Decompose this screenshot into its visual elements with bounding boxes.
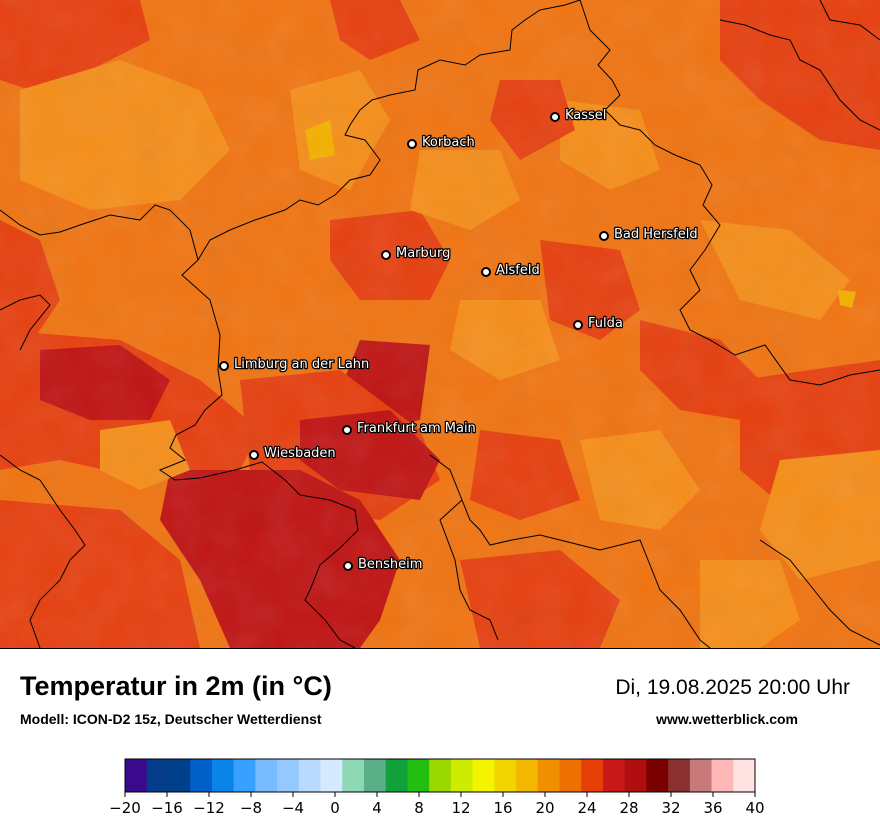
legend-color-swatch bbox=[385, 759, 408, 792]
website-link[interactable]: www.wetterblick.com bbox=[656, 711, 798, 727]
legend-color-swatch bbox=[255, 759, 278, 792]
legend-color-swatch bbox=[168, 759, 191, 792]
city-label: Alsfeld bbox=[496, 263, 540, 278]
legend-color-swatch bbox=[602, 759, 626, 792]
city-marker[interactable]: Frankfurt am Main bbox=[342, 420, 477, 437]
model-info: Modell: ICON-D2 15z, Deutscher Wetterdie… bbox=[20, 711, 322, 727]
legend-color-swatch bbox=[689, 759, 713, 792]
city-dot-icon bbox=[381, 250, 391, 260]
city-label: Marburg bbox=[396, 246, 450, 261]
city-dot-icon bbox=[343, 561, 353, 571]
city-marker[interactable]: Kassel bbox=[550, 107, 608, 124]
city-marker[interactable]: Bad Hersfeld bbox=[599, 226, 699, 243]
legend-color-swatch bbox=[125, 759, 148, 792]
legend-color-swatch bbox=[711, 759, 734, 792]
legend-color-swatch bbox=[733, 759, 756, 792]
legend-color-swatch bbox=[559, 759, 582, 792]
temperature-map[interactable]: Kassel Korbach Bad Hersfeld Marburg Alsfeld F… bbox=[0, 0, 880, 648]
map-title: Temperatur in 2m (in °C) bbox=[20, 671, 332, 701]
legend-tick-label: −4 bbox=[282, 799, 304, 817]
legend-tick-label: −20 bbox=[110, 799, 141, 817]
city-dot-icon bbox=[219, 361, 229, 371]
legend-color-swatch bbox=[320, 759, 343, 792]
legend-color-swatch bbox=[494, 759, 517, 792]
legend-tick-label: 28 bbox=[619, 799, 638, 817]
city-label: Wiesbaden bbox=[264, 446, 336, 461]
city-dot-icon bbox=[481, 267, 491, 277]
city-dot-icon bbox=[249, 450, 259, 460]
legend-color-swatch bbox=[537, 759, 560, 792]
border-southeast bbox=[759, 539, 880, 646]
legend-color-swatch bbox=[407, 759, 430, 792]
city-marker[interactable]: Korbach bbox=[407, 134, 476, 151]
legend-color-swatch bbox=[624, 759, 647, 792]
legend-color-swatch bbox=[277, 759, 300, 792]
city-dot-icon bbox=[407, 139, 417, 149]
color-legend: −20 −16 −12 −8 −4 0 4 8 12 16 20 24 28 32 36 40 bbox=[109, 749, 770, 819]
border-east bbox=[429, 454, 711, 648]
map-canvas: Kassel Korbach Bad Hersfeld Marburg Alsfeld F… bbox=[0, 0, 880, 648]
legend-tick-label: 32 bbox=[661, 799, 680, 817]
city-label: Korbach bbox=[422, 135, 475, 150]
city-marker[interactable]: Alsfeld bbox=[481, 262, 541, 279]
legend-color-swatch bbox=[298, 759, 322, 792]
border-northeast bbox=[719, 0, 880, 131]
city-dot-icon bbox=[342, 425, 352, 435]
legend-color-swatch bbox=[472, 759, 495, 792]
legend-color-swatch bbox=[450, 759, 474, 792]
city-dot-icon bbox=[550, 112, 560, 122]
legend-color-swatch bbox=[668, 759, 691, 792]
border-hessen bbox=[158, 0, 880, 648]
legend-tick-label: −16 bbox=[151, 799, 183, 817]
map-footer: Temperatur in 2m (in °C) Modell: ICON-D2… bbox=[0, 648, 880, 831]
city-dot-icon bbox=[599, 231, 609, 241]
map-texture bbox=[0, 0, 880, 648]
legend-color-swatch bbox=[646, 759, 669, 792]
legend-tick-label: 24 bbox=[577, 799, 596, 817]
legend-tick-label: 16 bbox=[493, 799, 512, 817]
city-markers: Kassel Korbach Bad Hersfeld Marburg Alsfeld F… bbox=[219, 107, 699, 573]
legend-color-swatch bbox=[363, 759, 387, 792]
legend-colorbar: −20 −16 −12 −8 −4 0 4 8 12 16 20 24 28 32 36 40 bbox=[109, 758, 765, 817]
city-label: Bad Hersfeld bbox=[614, 227, 698, 242]
legend-tick-label: 0 bbox=[330, 799, 340, 817]
city-marker[interactable]: Limburg an der Lahn bbox=[219, 356, 371, 373]
legend-tick-label: −8 bbox=[240, 799, 262, 817]
legend-tick-label: 8 bbox=[414, 799, 424, 817]
city-label: Limburg an der Lahn bbox=[234, 357, 369, 372]
legend-color-swatch bbox=[190, 759, 213, 792]
border-west bbox=[0, 204, 199, 648]
legend-color-swatch bbox=[429, 759, 452, 792]
legend-color-swatch bbox=[233, 759, 256, 792]
legend-color-swatch bbox=[581, 759, 604, 792]
legend-tick-label: −12 bbox=[193, 799, 225, 817]
legend-tick-label: 36 bbox=[703, 799, 722, 817]
city-dot-icon bbox=[573, 320, 583, 330]
legend-tick-label: 40 bbox=[745, 799, 764, 817]
city-label: Bensheim bbox=[358, 557, 422, 572]
city-marker[interactable]: Marburg bbox=[381, 245, 452, 262]
legend-color-swatch bbox=[211, 759, 235, 792]
legend-color-swatch bbox=[342, 759, 365, 792]
legend-color-swatch bbox=[146, 759, 169, 792]
city-label: Kassel bbox=[565, 108, 606, 123]
legend-tick-label: 12 bbox=[451, 799, 470, 817]
city-label: Frankfurt am Main bbox=[357, 421, 476, 436]
legend-tick-label: 20 bbox=[535, 799, 554, 817]
legend-tick-label: 4 bbox=[372, 799, 382, 817]
city-marker[interactable]: Fulda bbox=[573, 315, 624, 332]
borders bbox=[0, 0, 880, 648]
forecast-datetime: Di, 19.08.2025 20:00 Uhr bbox=[615, 676, 850, 699]
city-marker[interactable]: Wiesbaden bbox=[249, 445, 337, 462]
legend-border bbox=[124, 758, 756, 793]
city-marker[interactable]: Bensheim bbox=[343, 556, 424, 573]
legend-color-swatch bbox=[516, 759, 539, 792]
city-label: Fulda bbox=[588, 316, 623, 331]
